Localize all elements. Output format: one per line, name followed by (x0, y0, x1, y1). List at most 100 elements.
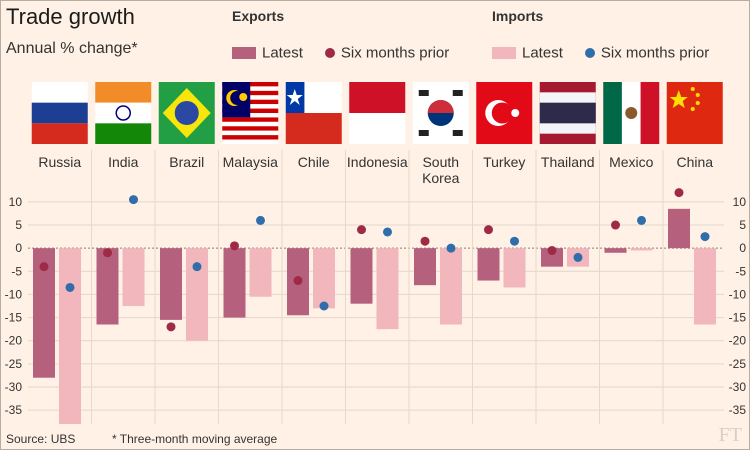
exports-latest-bar (350, 248, 373, 304)
y-tick-label-left: 10 (9, 195, 23, 209)
country-label: Brazil (169, 154, 204, 170)
mexico-flag (603, 82, 660, 144)
exports-latest-swatch (232, 47, 256, 60)
imports-latest-bar (122, 248, 145, 306)
footnote: * Three-month moving average (112, 432, 278, 446)
exports-prior-dot (166, 322, 176, 332)
imports-prior-dot (446, 243, 456, 253)
legend-imports-heading: Imports (492, 8, 544, 24)
imports-prior-dot (319, 301, 329, 311)
imports-latest-swatch (492, 47, 516, 60)
country-label: Korea (422, 170, 460, 186)
imports-prior-dot (637, 215, 646, 225)
exports-prior-dot (230, 241, 239, 251)
chart-title: Trade growth (6, 4, 135, 29)
y-tick-label-left: -5 (11, 264, 22, 278)
exports-prior-dot (357, 225, 366, 235)
exports-prior-dot-icon (324, 48, 335, 59)
y-tick-label-left: -30 (5, 380, 23, 394)
legend-exports: Latest Six months prior (232, 44, 449, 62)
country-label: Mexico (609, 154, 654, 170)
russia-flag (31, 82, 88, 144)
y-tick-label-left: -10 (5, 287, 23, 301)
imports-latest-bar (59, 248, 81, 424)
south-korea-flag (412, 82, 469, 144)
y-tick-label-right: -25 (729, 357, 747, 371)
imports-prior-dot (129, 195, 138, 205)
imports-latest-bar (249, 248, 272, 297)
imports-prior-dot (700, 232, 710, 242)
country-label: India (108, 154, 139, 170)
exports-latest-bar (604, 248, 627, 253)
country-label: Russia (38, 154, 81, 170)
india-flag (95, 82, 152, 144)
y-tick-label-left: -35 (5, 403, 23, 417)
y-tick-label-right: -30 (729, 380, 747, 394)
exports-prior-dot (674, 188, 684, 198)
imports-prior-dot (510, 236, 519, 246)
country-label: South (422, 154, 459, 170)
country-label: Turkey (483, 154, 525, 170)
exports-latest-bar (33, 248, 55, 378)
imports-prior-dot (256, 215, 265, 225)
imports-latest-bar (186, 248, 208, 341)
thailand-flag (539, 82, 596, 144)
y-tick-label-left: 5 (15, 218, 22, 232)
exports-latest-bar (541, 248, 563, 267)
imports-prior-dot (192, 262, 202, 272)
y-tick-label-right: 5 (739, 218, 746, 232)
legend-exports-heading: Exports (232, 8, 285, 24)
chile-flag (285, 82, 342, 144)
y-tick-label-right: -10 (729, 287, 747, 301)
legend-imports-prior-label: Six months prior (600, 44, 710, 62)
brazil-flag (158, 82, 215, 144)
legend-imports: Latest Six months prior (492, 44, 709, 62)
imports-latest-bar (440, 248, 462, 325)
country-label: Chile (298, 154, 330, 170)
turkey-flag (476, 82, 533, 144)
legend-imports-latest-label: Latest (522, 44, 563, 62)
imports-prior-dot (573, 252, 583, 262)
china-flag (666, 82, 723, 144)
y-tick-label-right: -20 (729, 334, 747, 348)
exports-latest-bar (477, 248, 500, 281)
imports-latest-bar (630, 248, 653, 251)
legend-exports-latest-label: Latest (262, 44, 303, 62)
exports-latest-bar (160, 248, 182, 320)
imports-latest-bar (376, 248, 399, 330)
country-label: Malaysia (223, 154, 278, 170)
y-tick-label-right: -15 (729, 311, 747, 325)
imports-latest-bar (313, 248, 335, 309)
indonesia-flag (349, 82, 406, 144)
y-tick-label-left: 0 (15, 241, 22, 255)
country-label: Thailand (541, 154, 595, 170)
y-tick-label-right: -5 (735, 264, 746, 278)
imports-prior-dot (383, 227, 392, 237)
malaysia-flag (222, 82, 279, 144)
y-tick-label-right: 0 (739, 241, 746, 255)
exports-prior-dot (293, 276, 303, 286)
y-tick-label-left: -15 (5, 311, 23, 325)
legend-exports-prior-label: Six months prior (340, 44, 450, 62)
exports-prior-dot (547, 245, 557, 255)
y-tick-label-left: -20 (5, 334, 23, 348)
y-tick-label-right: -35 (729, 403, 747, 417)
exports-latest-bar (223, 248, 246, 318)
imports-latest-bar (503, 248, 526, 288)
imports-prior-dot-icon (584, 48, 595, 59)
exports-latest-bar (414, 248, 436, 286)
country-label: China (676, 154, 713, 170)
country-label: Indonesia (347, 154, 408, 170)
exports-prior-dot (103, 248, 112, 258)
imports-prior-dot (65, 282, 75, 292)
exports-latest-bar (96, 248, 119, 325)
chart-subtitle: Annual % change* (6, 40, 138, 57)
exports-prior-dot (484, 225, 493, 235)
y-tick-label-right: 10 (733, 195, 747, 209)
exports-prior-dot (420, 236, 430, 246)
imports-latest-bar (694, 248, 716, 325)
exports-prior-dot (611, 220, 620, 230)
y-tick-label-left: -25 (5, 357, 23, 371)
source-note: Source: UBS (6, 432, 76, 446)
